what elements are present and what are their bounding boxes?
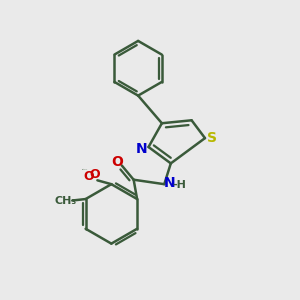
Text: N: N [136, 142, 148, 155]
Text: O: O [84, 170, 94, 183]
Text: methoxy: methoxy [82, 169, 88, 170]
Text: -H: -H [173, 180, 187, 190]
Text: O: O [111, 155, 123, 169]
Text: N: N [164, 176, 176, 190]
Text: CH₃: CH₃ [54, 196, 76, 206]
Text: S: S [206, 130, 217, 145]
Text: O: O [89, 168, 100, 181]
